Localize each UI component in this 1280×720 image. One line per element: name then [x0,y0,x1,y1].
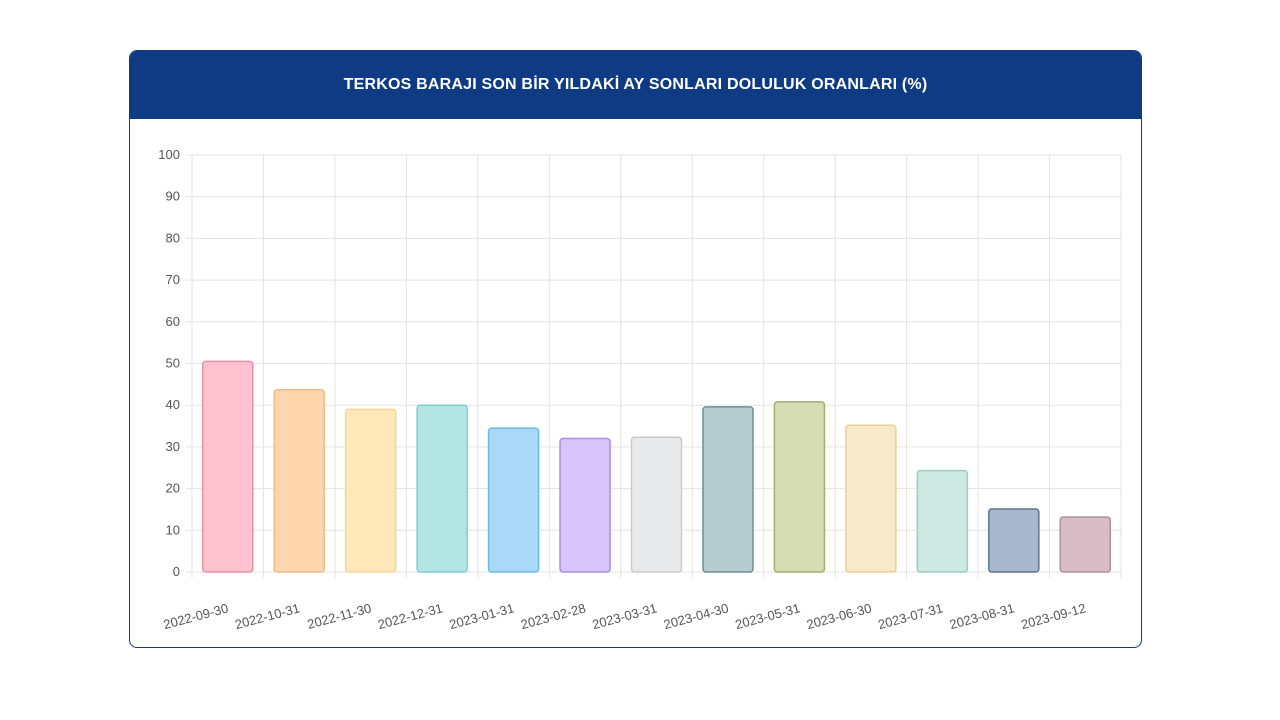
bar-2022-11-30 [344,408,397,573]
x-tick-label: 2022-12-31 [376,600,444,632]
x-tick-label: 2023-05-31 [734,600,802,632]
bar-2023-06-30 [845,424,897,573]
bar-2022-10-31 [273,389,325,573]
bar-2023-02-28 [559,437,611,573]
x-tick-label: 2023-06-30 [805,600,873,632]
bar-2023-09-12 [1059,516,1112,573]
y-tick-label: 20 [166,481,180,496]
chart-title: TERKOS BARAJI SON BİR YILDAKİ AY SONLARI… [343,76,928,93]
y-tick-label: 100 [158,147,180,162]
y-tick-label: 60 [166,314,180,329]
y-tick-label: 30 [166,439,180,454]
bar-2023-04-30 [702,406,754,573]
bar-2022-09-30 [201,360,254,573]
bar-2023-07-31 [916,469,969,573]
card-header: TERKOS BARAJI SON BİR YILDAKİ AY SONLARI… [130,51,1141,119]
bar-2023-05-31 [773,401,826,573]
x-tick-label: 2023-07-31 [876,600,944,632]
x-tick-label: 2023-04-30 [662,600,730,632]
x-tick-label: 2023-09-12 [1019,600,1087,632]
x-tick-label: 2023-03-31 [591,600,659,632]
x-tick-label: 2022-10-31 [233,600,301,632]
bar-2023-03-31 [630,436,683,573]
chart-card: TERKOS BARAJI SON BİR YILDAKİ AY SONLARI… [129,50,1142,648]
y-tick-label: 40 [166,397,180,412]
y-tick-label: 80 [166,230,180,245]
x-tick-label: 2023-02-28 [519,600,587,632]
y-tick-label: 70 [166,272,180,287]
y-tick-label: 90 [166,189,180,204]
y-tick-label: 10 [166,522,180,537]
x-tick-label: 2022-11-30 [306,600,373,631]
bar-2023-08-31 [988,508,1040,573]
x-tick-label: 2023-01-31 [448,600,516,632]
bar-2023-01-31 [487,427,540,573]
bar-chart: 0 10 20 30 40 50 60 70 80 90 100 2022-09-30 2022-10-… [158,147,1122,632]
y-tick-label: 0 [173,564,180,579]
x-tick-label: 2022-09-30 [162,600,230,632]
bar-2022-12-31 [416,404,468,573]
y-tick-label: 50 [166,356,180,371]
x-tick-label: 2023-08-31 [948,600,1016,632]
